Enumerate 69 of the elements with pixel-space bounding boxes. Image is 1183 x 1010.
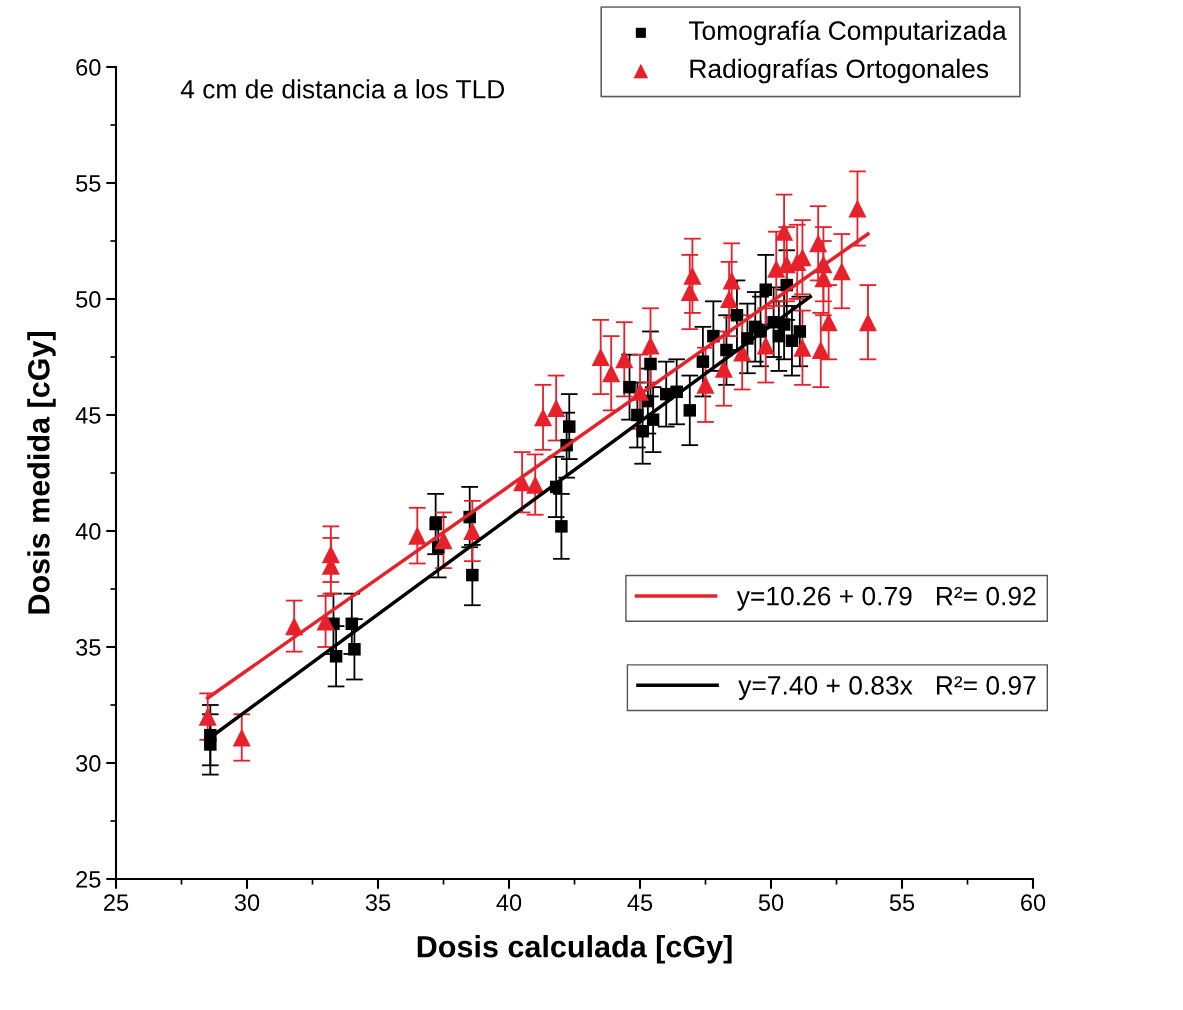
point <box>636 424 649 438</box>
point <box>204 738 217 751</box>
point <box>615 350 634 369</box>
point <box>463 521 482 541</box>
point <box>526 475 545 494</box>
legend-label: y=10.26 + 0.79 R²= 0.92 <box>736 586 1036 611</box>
y-tick-label: 45 <box>75 407 101 424</box>
point <box>696 375 715 394</box>
point <box>683 404 697 417</box>
legend-label: Radiografías Ortogonales <box>690 58 989 84</box>
point <box>321 545 340 564</box>
point <box>429 517 442 531</box>
point <box>198 707 217 726</box>
y-tick-label: 60 <box>76 59 101 76</box>
point <box>641 336 660 355</box>
point <box>683 266 702 285</box>
point <box>434 531 453 550</box>
point <box>759 283 773 296</box>
point <box>696 355 710 368</box>
point <box>730 308 744 322</box>
y-tick-label: 25 <box>76 871 101 888</box>
x-tick-label: 50 <box>758 894 784 911</box>
point <box>811 341 830 360</box>
point <box>714 359 733 378</box>
y-tick-label: 35 <box>76 639 101 656</box>
x-axis-title: Dosis calculada [cGy] <box>417 935 732 964</box>
y-tick-label: 30 <box>76 755 101 772</box>
point <box>466 568 479 582</box>
point <box>848 199 867 218</box>
legend-label: y=7.40 + 0.83x R²= 0.97 <box>738 676 1036 700</box>
point <box>563 420 576 433</box>
x-tick-label: 40 <box>496 894 522 911</box>
point <box>793 338 812 357</box>
point <box>756 336 775 355</box>
point <box>720 289 739 309</box>
point <box>858 313 877 332</box>
point <box>809 234 828 253</box>
point <box>232 728 251 747</box>
point <box>767 259 786 278</box>
x-tick-label: 45 <box>627 894 653 911</box>
point <box>602 364 621 383</box>
point <box>348 643 361 656</box>
x-tick-label: 30 <box>234 894 260 911</box>
x-tick-label: 60 <box>1021 894 1046 911</box>
point <box>631 408 644 422</box>
point <box>680 283 699 302</box>
point <box>555 520 568 533</box>
point <box>591 347 610 367</box>
point <box>644 357 657 371</box>
point <box>793 325 807 338</box>
y-tick-label: 40 <box>75 523 101 540</box>
legend-label: Tomografía Computarizada <box>688 20 1007 46</box>
point <box>720 343 733 357</box>
point <box>408 526 427 545</box>
x-tick-label: 25 <box>104 894 129 911</box>
annotation: 4 cm de distancia a los TLD <box>180 79 505 99</box>
point <box>819 313 838 332</box>
point <box>534 408 553 427</box>
y-axis-title: Dosis medida [cGy] <box>27 332 56 614</box>
y-tick-label: 55 <box>76 175 101 192</box>
point <box>623 380 636 394</box>
y-tick-label: 50 <box>76 291 101 308</box>
point <box>329 650 343 663</box>
x-tick-label: 55 <box>889 894 915 911</box>
point <box>722 271 741 290</box>
point <box>777 318 791 331</box>
point <box>832 262 851 281</box>
x-tick-label: 35 <box>365 894 391 911</box>
point <box>547 399 566 418</box>
